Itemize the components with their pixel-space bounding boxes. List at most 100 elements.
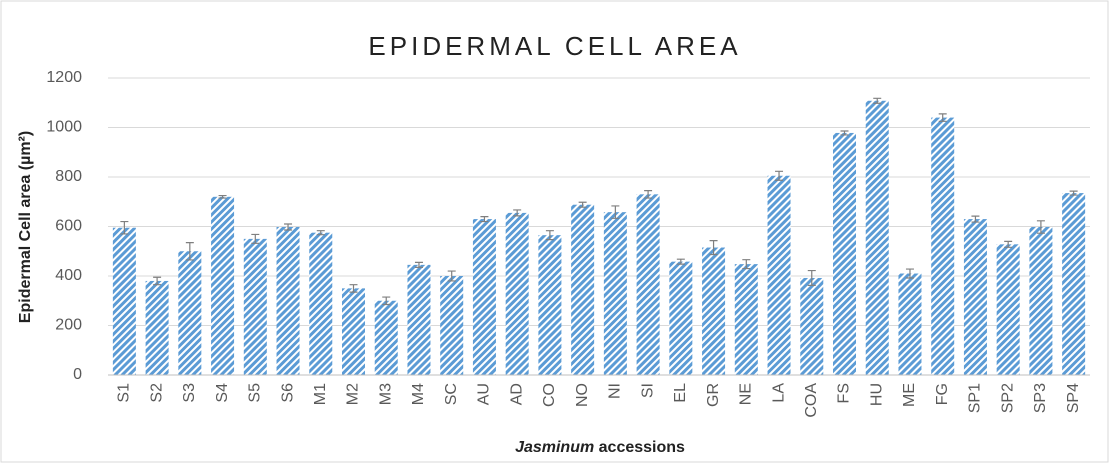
y-tick-label: 1200 (46, 69, 82, 86)
x-tick-label: M4 (410, 383, 427, 405)
x-tick-label: ME (901, 383, 918, 407)
y-tick-label: 800 (55, 168, 82, 185)
x-tick-label: SP3 (1032, 383, 1049, 413)
error-bar (905, 268, 914, 279)
y-tick-label: 200 (55, 317, 82, 334)
error-bar (971, 215, 980, 223)
error-bar (284, 223, 293, 231)
x-tick-label: FS (836, 383, 853, 403)
x-axis-title-italic: Jasminum (515, 439, 594, 456)
bar (833, 132, 856, 375)
error-bar (1036, 220, 1045, 234)
x-axis-title-rest: accessions (599, 439, 685, 456)
error-bar (316, 230, 325, 236)
x-tick-label: SP1 (967, 383, 984, 413)
x-tick-label: S1 (116, 383, 133, 403)
bar (505, 212, 529, 375)
error-bar (349, 284, 358, 293)
error-bar (513, 209, 522, 217)
error-bar (251, 233, 260, 244)
bar (963, 219, 987, 375)
x-tick-label: LA (770, 383, 787, 403)
x-tick-label: SP4 (1065, 383, 1082, 413)
x-tick-label: COA (803, 383, 820, 418)
x-tick-label: NE (738, 383, 755, 405)
y-tick-label: 1000 (46, 119, 82, 136)
x-tick-label: HU (868, 383, 885, 406)
x-tick-label: GR (705, 383, 722, 407)
x-axis-title: Jasminum accessions (515, 439, 685, 456)
x-tick-label: CO (541, 383, 558, 407)
error-bar (742, 259, 751, 270)
error-bar (447, 270, 456, 282)
x-tick-label: NI (607, 383, 624, 399)
error-bar (545, 230, 554, 241)
error-bar (120, 220, 129, 235)
x-tick-label: M1 (312, 383, 329, 405)
error-bar (218, 194, 227, 199)
error-bar (578, 201, 587, 208)
error-bar (1069, 190, 1078, 196)
x-tick-label: AD (508, 383, 525, 405)
error-bar (414, 261, 423, 268)
error-bar (644, 190, 653, 199)
bar (440, 276, 464, 375)
bar (243, 238, 267, 375)
x-tick-label: AU (476, 383, 493, 405)
bar (309, 232, 333, 375)
x-tick-label: S4 (214, 383, 231, 403)
y-tick-label: 400 (55, 267, 82, 284)
x-tick-label: S5 (247, 383, 264, 403)
error-bar (676, 258, 685, 265)
bar (702, 247, 726, 375)
error-bar (938, 113, 947, 122)
error-bar (840, 130, 849, 136)
y-tick-label: 600 (55, 218, 82, 235)
error-bar (873, 97, 882, 104)
bar (898, 273, 922, 375)
error-bar (1004, 240, 1013, 248)
bar (996, 244, 1020, 375)
bar (342, 288, 365, 375)
error-bar (480, 216, 489, 223)
error-bar (775, 170, 784, 181)
x-tick-label: M3 (377, 383, 394, 405)
x-tick-label: M2 (345, 383, 362, 405)
bar (636, 194, 660, 375)
bar (472, 219, 496, 375)
bar (538, 235, 562, 375)
bar (1029, 226, 1053, 375)
bar (767, 175, 791, 375)
error-bar (185, 241, 194, 261)
x-tick-label: S2 (148, 383, 165, 403)
x-tick-label: S3 (181, 383, 198, 403)
bar (276, 226, 300, 375)
error-bar (611, 205, 620, 219)
x-tick-label: S6 (279, 383, 296, 403)
bar (374, 300, 398, 375)
bar (571, 204, 595, 375)
x-tick-label: SP2 (999, 383, 1016, 413)
bar (931, 117, 955, 375)
bar (211, 196, 235, 375)
bar (145, 280, 169, 375)
bar (407, 264, 431, 375)
y-axis-title: Epidermal Cell area (µm²) (17, 131, 34, 323)
bar (603, 212, 627, 375)
error-bar (153, 276, 162, 286)
bar (669, 261, 693, 375)
x-tick-label: NO (574, 383, 591, 407)
error-bar (807, 269, 816, 287)
bar (1062, 193, 1086, 375)
x-tick-label: SC (443, 383, 460, 405)
chart-title: EPIDERMAL CELL AREA (368, 31, 741, 61)
x-tick-label: SI (639, 383, 656, 398)
y-tick-label: 0 (73, 366, 82, 383)
bar (800, 277, 824, 375)
error-bar (382, 296, 391, 306)
error-bar (709, 240, 718, 256)
bar (178, 251, 202, 375)
x-tick-label: EL (672, 383, 689, 403)
